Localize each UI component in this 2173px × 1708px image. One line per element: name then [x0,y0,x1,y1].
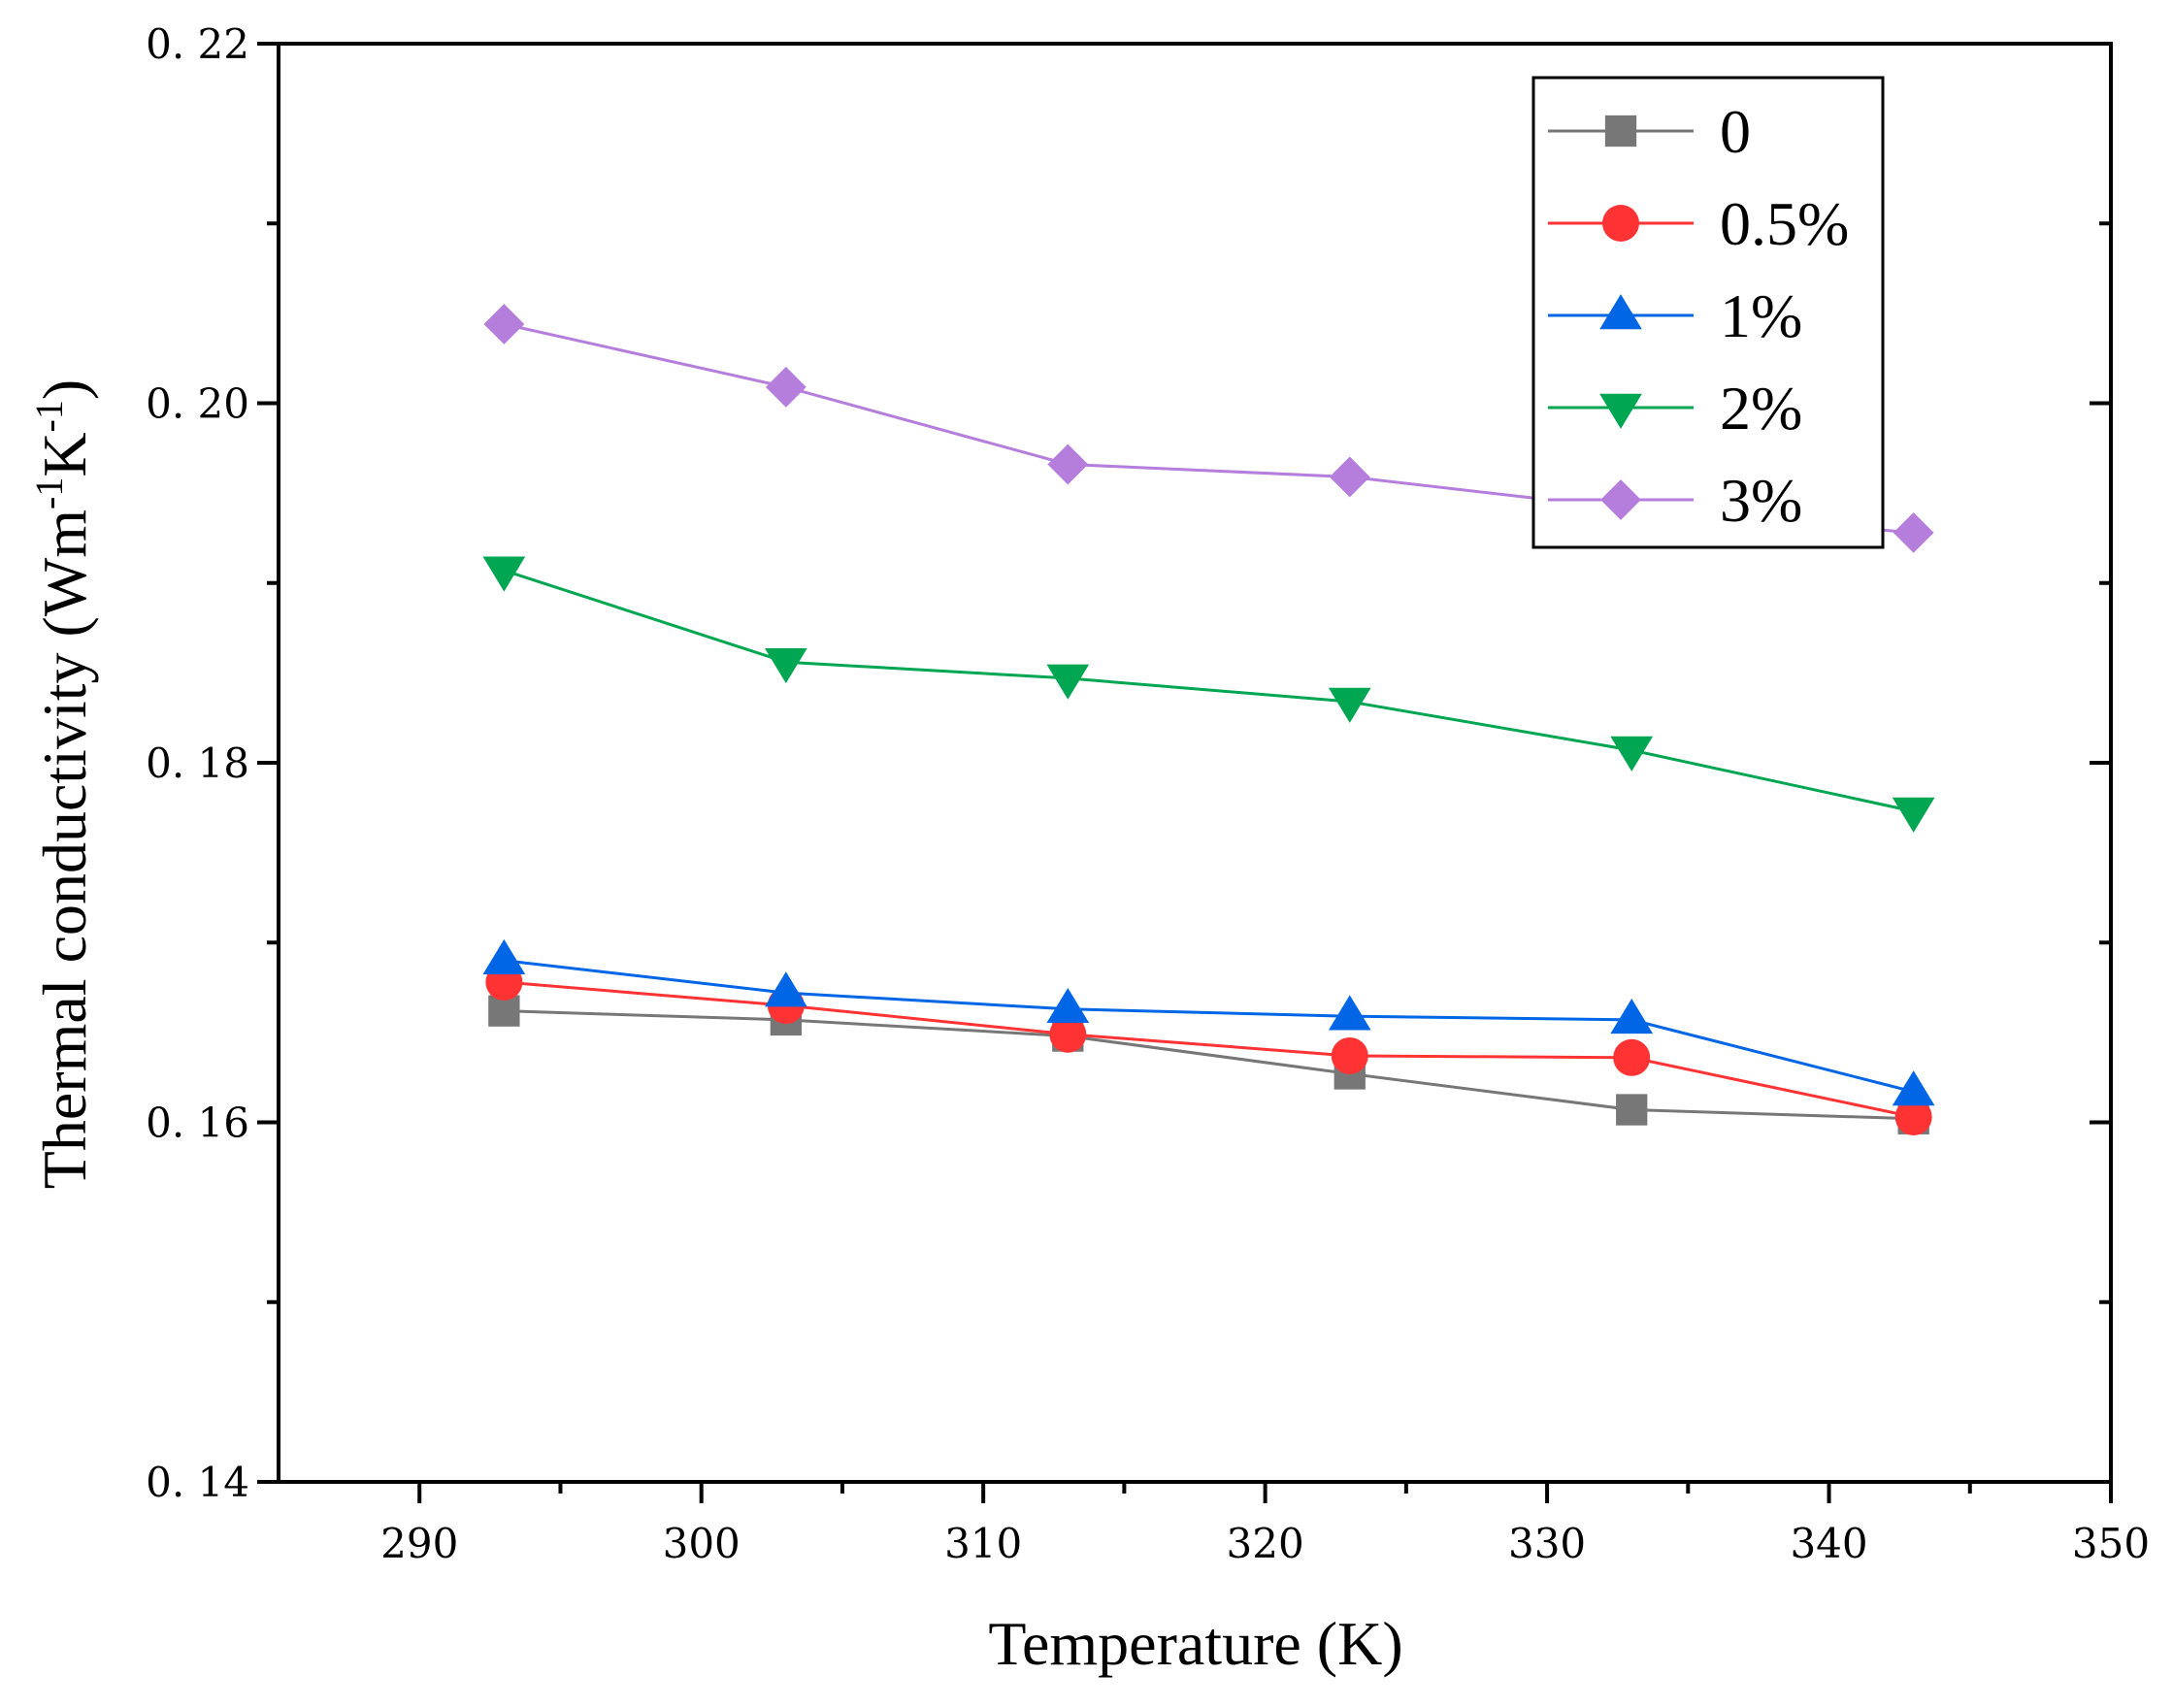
data-point [1893,511,1934,553]
data-point [1894,1098,1932,1135]
series-1 [488,995,1929,1134]
x-tick-label: 340 [1790,1520,1867,1567]
data-point [1328,687,1371,723]
legend-label: 1% [1720,281,1802,350]
y-tick-label: 0. 18 [146,739,249,787]
data-point [764,971,807,1007]
data-point [765,366,807,408]
legend-label: 2% [1720,374,1802,443]
x-tick-label: 310 [944,1520,1022,1567]
data-point [1892,1070,1935,1106]
series-2 [485,964,1932,1135]
legend-item: 1% [1548,281,1802,350]
y-tick-label: 0. 16 [146,1100,249,1147]
data-point [482,556,526,592]
legend-box [1531,76,1885,549]
legend-marker [1599,294,1642,330]
legend-item: 0 [1548,97,1751,166]
series-line [504,959,1915,1094]
series-line [504,980,1914,1119]
data-point [1046,664,1090,700]
y-tick-label: 0. 22 [146,20,249,68]
legend-item: 2% [1548,374,1802,443]
x-tick-label: 330 [1508,1520,1586,1567]
data-point [483,304,525,345]
data-point [1331,1036,1368,1074]
legend: 0 0.5% 1% 2% 3% [1531,76,1885,549]
data-point [1616,1094,1648,1126]
series-line [504,1009,1914,1121]
data-point [1047,443,1089,485]
axes-layer: 290 300 310 320 330 340 350 0. 14 0. 16 0. 18 0. 2… [146,20,2150,1567]
data-point [1892,797,1935,833]
data-point [1610,999,1654,1035]
data-point [1046,987,1090,1024]
x-tick-label: 350 [2072,1520,2150,1567]
x-tick-label: 290 [380,1520,458,1567]
legend-item: 3% [1548,466,1802,535]
x-axis-title: Temperature (K) [988,1609,1402,1678]
data-point [1610,736,1654,772]
series-3 [482,938,1935,1106]
legend-marker [1602,205,1639,242]
series-4 [482,556,1935,833]
y-axis-title: Thermal conductivity (Wm-1K-1) [27,379,99,1189]
data-point [1613,1038,1651,1076]
data-point [764,648,807,684]
legend-marker [1604,115,1637,148]
x-tick-label: 300 [663,1520,741,1567]
data-point [482,938,526,975]
legend-marker [1599,393,1642,429]
legend-marker [1600,479,1641,520]
legend-item: 0.5% [1548,189,1849,258]
series-line [503,569,1914,813]
y-tick-label: 0. 20 [146,380,249,428]
legend-label: 3% [1720,466,1802,535]
data-point [1329,456,1370,498]
y-tick-label: 0. 14 [146,1459,249,1506]
legend-label: 0.5% [1720,189,1849,258]
x-tick-label: 320 [1227,1520,1304,1567]
data-point [1049,1015,1087,1053]
data-point [1328,995,1371,1031]
legend-label: 0 [1720,97,1751,166]
